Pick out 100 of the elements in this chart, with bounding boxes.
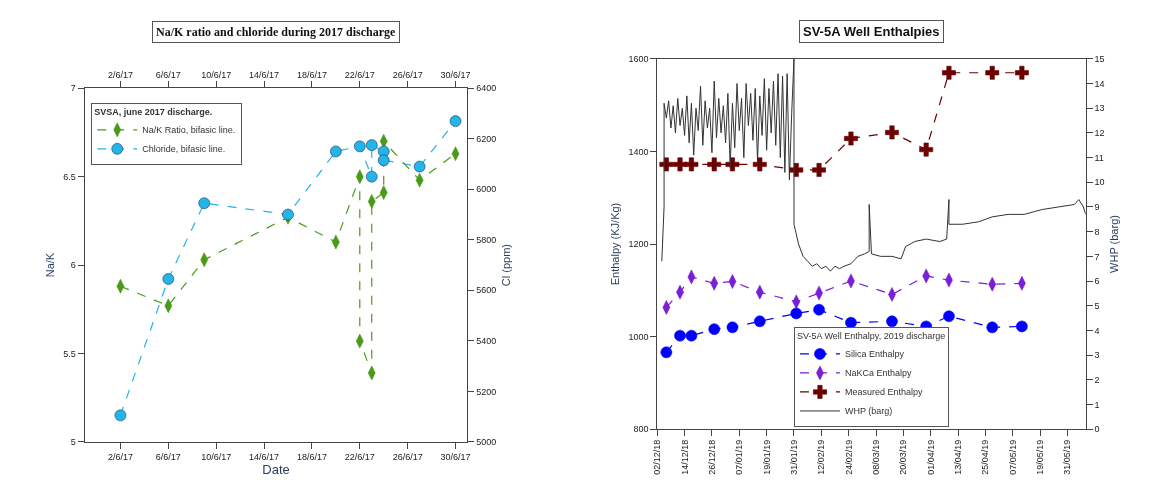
point [282, 208, 294, 221]
x-tick-label: 25/04/19 [980, 439, 991, 475]
x-tick-label: 6/6/17 [155, 69, 181, 80]
point [685, 329, 698, 342]
point [985, 65, 1000, 80]
x-tick-label: 12/02/19 [816, 439, 827, 475]
y2-axis-title: Cl (ppm) [499, 243, 512, 287]
x-tick-label: 13/04/19 [952, 439, 963, 475]
y2-tick-label: 8 [1094, 226, 1100, 237]
point [413, 160, 426, 173]
point [726, 321, 739, 334]
point [1016, 320, 1028, 333]
point [885, 125, 899, 140]
y2-tick-label: 4 [1094, 325, 1100, 336]
point [812, 163, 826, 177]
point [660, 346, 673, 359]
point [942, 65, 956, 80]
x-tick-label: 26/6/17 [392, 69, 423, 80]
y2-tick-label: 5800 [476, 234, 497, 245]
point [330, 145, 342, 158]
point [707, 157, 722, 172]
y-axis-title: Na/K [43, 252, 56, 278]
point [365, 170, 378, 183]
y2-axis-title: WHP (barg) [1107, 215, 1120, 273]
y2-tick-label: 1 [1094, 399, 1100, 410]
x-tick-label: 31/01/19 [788, 439, 799, 475]
legend-label: Silica Enthalpy [844, 349, 905, 360]
point [752, 157, 767, 172]
x-tick-label: 2/6/17 [107, 69, 133, 80]
x-tick-label: 19/05/19 [1035, 439, 1046, 475]
point [1014, 65, 1029, 80]
y-tick-label: 7 [70, 83, 76, 94]
y2-tick-label: 5600 [476, 285, 497, 296]
x-tick-label: 30/6/17 [440, 69, 471, 80]
point [684, 157, 699, 172]
y2-tick-label: 10 [1094, 177, 1105, 188]
point [198, 197, 211, 209]
y-tick-label: 1400 [628, 146, 649, 157]
x-tick-label: 31/05/19 [1062, 439, 1073, 475]
x-tick-label: 07/01/19 [734, 439, 745, 475]
legend-label: Chloride, bifasic line. [142, 144, 226, 155]
point [813, 303, 825, 316]
y2-tick-label: 5 [1094, 300, 1100, 311]
point [449, 115, 462, 127]
point [674, 329, 686, 342]
point [790, 307, 803, 320]
y2-tick-label: 15 [1094, 54, 1105, 65]
point [708, 323, 721, 335]
y-tick-label: 5.5 [63, 348, 76, 359]
y2-tick-label: 0 [1094, 424, 1100, 435]
y-tick-label: 1200 [628, 239, 649, 250]
chart-title: SV-5A Well Enthalpies [803, 24, 940, 39]
y2-tick-label: 13 [1094, 103, 1105, 114]
x-tick-label: 14/12/18 [679, 439, 690, 475]
legend-label: WHP (barg) [844, 406, 893, 417]
x-tick-label: 14/6/17 [249, 69, 280, 80]
legend-label: Measured Enthalpy [844, 387, 924, 398]
point [886, 315, 898, 328]
point [353, 140, 366, 153]
x-axis-title: Date [262, 462, 290, 478]
point [986, 321, 999, 334]
x-tick-label: 19/01/19 [761, 439, 772, 475]
y-tick-label: 800 [633, 424, 649, 435]
x-tick-label: 10/6/17 [201, 69, 232, 80]
x-tick-label: 18/6/17 [296, 69, 327, 80]
point [754, 315, 766, 328]
legend-label: NaKCa Enthalpy [844, 368, 912, 379]
x-tick-label: 24/02/19 [843, 439, 854, 475]
y2-tick-label: 5200 [476, 386, 497, 397]
y2-tick-label: 5000 [476, 437, 497, 448]
x-tick-label: 22/6/17 [344, 69, 375, 80]
y2-tick-label: 6400 [476, 83, 497, 94]
y2-tick-label: 7 [1094, 251, 1100, 262]
point [377, 154, 390, 167]
y2-tick-label: 11 [1094, 152, 1104, 163]
y2-tick-label: 9 [1094, 202, 1100, 213]
chart-title: Na/K ratio and chloride during 2017 discharge [156, 25, 397, 39]
y2-tick-label: 5400 [476, 335, 497, 346]
line-series [661, 58, 1086, 272]
point [114, 409, 127, 422]
y2-tick-label: 6200 [476, 133, 497, 144]
x-tick-label: 01/04/19 [925, 439, 936, 475]
y2-tick-label: 12 [1094, 128, 1105, 139]
y2-tick-label: 6 [1094, 276, 1100, 287]
y-axis-title: Enthalpy (KJ/Kg) [609, 202, 622, 286]
point [919, 142, 934, 157]
x-tick-label: 26/12/18 [706, 439, 717, 475]
point [162, 273, 175, 285]
legend-title: SV-5A Well Enthalpy, 2019 discharge [796, 331, 946, 342]
y-tick-label: 1000 [628, 331, 649, 342]
point [725, 157, 740, 172]
legend-title: SVSA, june 2017 discharge. [94, 107, 213, 118]
y2-tick-label: 6000 [476, 184, 497, 195]
point [943, 310, 955, 323]
x-tick-label: 08/03/19 [870, 439, 881, 475]
x-tick-label: 20/03/19 [898, 439, 909, 475]
y-tick-label: 6 [70, 260, 76, 271]
y2-tick-label: 2 [1094, 374, 1100, 385]
y-tick-label: 6.5 [63, 171, 76, 182]
x-tick-label: 07/05/19 [1007, 439, 1018, 475]
